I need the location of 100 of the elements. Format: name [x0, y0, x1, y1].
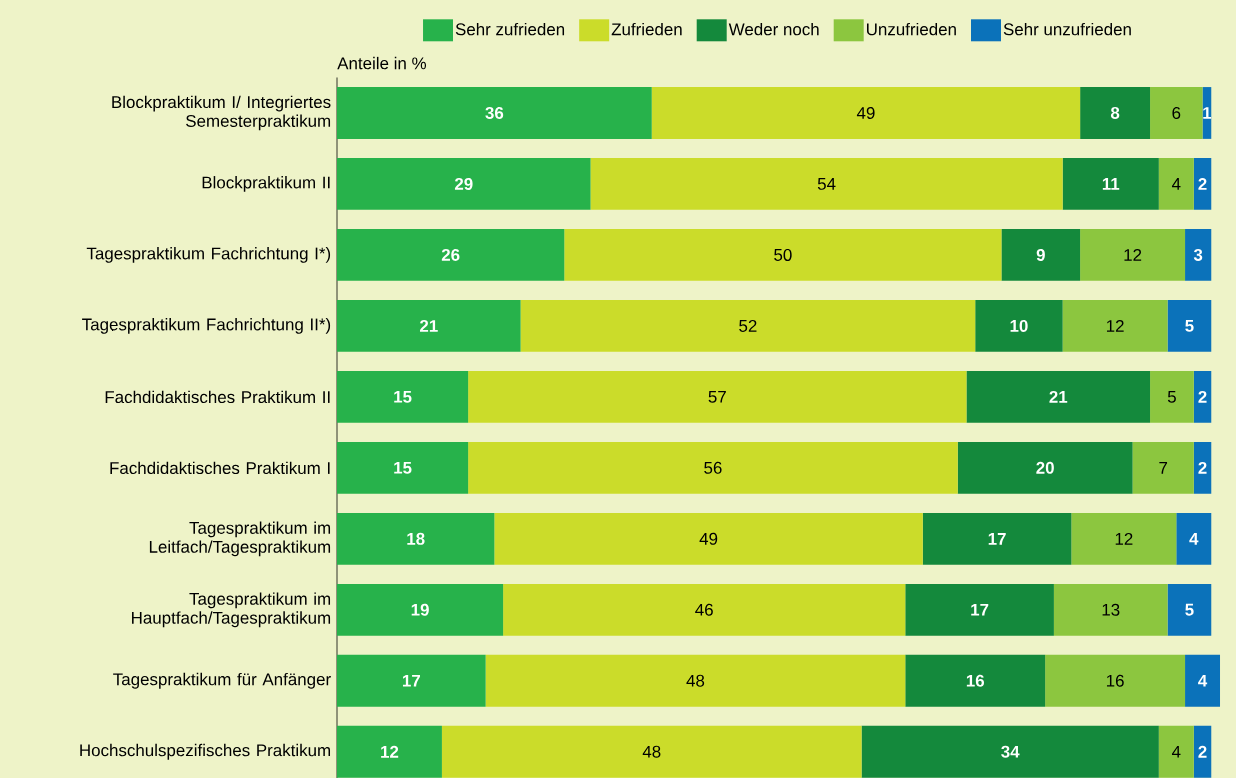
data-label: 16 — [1106, 674, 1124, 687]
legend-label: Weder noch — [728, 22, 819, 36]
legend-label: Unzufrieden — [867, 22, 956, 36]
bar — [651, 87, 1081, 139]
data-label: 16 — [966, 674, 985, 687]
data-label: 56 — [704, 461, 722, 474]
data-label: 21 — [419, 319, 438, 332]
data-label: 50 — [774, 248, 792, 261]
y-tick-label: Tagespraktikum im Hauptfach/Tagespraktikum — [132, 592, 331, 628]
y-tick-label: Blockpraktikum I/ Integriertes Semesterpraktikum — [112, 95, 331, 131]
data-label: 12 — [381, 745, 399, 758]
data-label: 3 — [1193, 248, 1203, 261]
data-label: 12 — [1124, 249, 1142, 261]
data-label: 48 — [686, 674, 705, 687]
bar — [1193, 725, 1212, 778]
bar — [975, 299, 1063, 352]
bar — [485, 654, 906, 707]
bar — [590, 158, 1063, 210]
bar — [520, 299, 976, 352]
data-label: 21 — [1049, 390, 1068, 403]
data-label: 4 — [1198, 674, 1208, 687]
bar — [1158, 158, 1194, 210]
bar — [1193, 158, 1212, 210]
data-label: 5 — [1167, 390, 1176, 403]
data-label: 17 — [988, 532, 1006, 545]
bar — [1176, 512, 1212, 565]
bar — [1045, 654, 1186, 707]
data-label: 11 — [1102, 178, 1120, 190]
bar — [1150, 87, 1203, 139]
bar — [905, 583, 1054, 636]
chart-subtitle: Anteile in % — [337, 56, 427, 70]
data-label: 4 — [1189, 532, 1199, 545]
data-label: 20 — [1036, 461, 1054, 474]
bar — [337, 229, 565, 281]
bar — [1132, 441, 1194, 494]
bar — [1080, 229, 1186, 281]
data-label: 12 — [1115, 532, 1133, 545]
data-label: 36 — [485, 106, 504, 119]
bar — [1001, 229, 1081, 281]
data-label: 26 — [441, 248, 460, 261]
bar — [337, 87, 652, 139]
y-tick-label: Tagespraktikum für Anfänger — [113, 672, 331, 689]
bar — [966, 370, 1151, 423]
data-label: 52 — [739, 319, 757, 332]
data-label: 17 — [971, 603, 989, 616]
data-label: 12 — [1106, 319, 1124, 332]
bar — [1150, 370, 1194, 423]
bar — [1053, 583, 1168, 636]
bar — [337, 158, 591, 210]
bar — [861, 725, 1159, 778]
bar — [1080, 87, 1151, 139]
data-label: 49 — [699, 532, 718, 545]
bar — [957, 441, 1133, 494]
bar — [337, 441, 469, 494]
data-label: 18 — [407, 532, 425, 545]
data-label: 34 — [1001, 745, 1020, 758]
data-label: 8 — [1110, 106, 1120, 119]
data-label: 49 — [856, 106, 875, 119]
bar — [503, 583, 906, 636]
bar — [1167, 583, 1212, 636]
bar — [1185, 229, 1212, 281]
data-label: 15 — [394, 390, 412, 403]
legend-label: Zufrieden — [611, 22, 682, 36]
data-label: 2 — [1198, 745, 1207, 758]
bar — [1193, 370, 1212, 423]
data-label: 6 — [1172, 106, 1181, 119]
bar — [1158, 725, 1194, 778]
bar — [1062, 158, 1159, 210]
bar — [905, 654, 1046, 707]
y-tick-label: Tagespraktikum im Leitfach/Tagespraktikum — [149, 521, 331, 557]
data-label: 1 — [1203, 107, 1212, 119]
bar — [441, 725, 862, 778]
data-label: 2 — [1198, 178, 1207, 190]
data-label: 4 — [1171, 178, 1181, 190]
bar — [564, 229, 1002, 281]
y-tick-label: Tagespraktikum Fachrichtung I*) — [86, 247, 331, 263]
data-label: 15 — [394, 461, 412, 474]
data-label: 29 — [454, 177, 473, 190]
y-tick-label: Fachdidaktisches Praktikum I — [110, 461, 330, 475]
data-label: 13 — [1102, 603, 1120, 616]
data-label: 10 — [1010, 319, 1028, 332]
data-label: 54 — [817, 178, 836, 190]
bar — [1071, 512, 1177, 565]
y-tick-label: Blockpraktikum II — [202, 176, 330, 192]
bar — [494, 512, 923, 565]
data-label: 2 — [1198, 461, 1207, 474]
data-label: 2 — [1198, 390, 1207, 403]
bar — [337, 583, 504, 636]
data-label: 4 — [1171, 745, 1181, 758]
data-label: 5 — [1185, 319, 1194, 332]
data-label: 48 — [642, 745, 661, 758]
bar — [337, 654, 486, 707]
data-label: 5 — [1185, 603, 1194, 616]
y-tick-label: Fachdidaktisches Praktikum II — [105, 390, 330, 404]
legend-label: Sehr zufrieden — [455, 22, 565, 36]
bar — [468, 441, 958, 494]
data-label: 17 — [402, 674, 420, 687]
bar — [922, 512, 1072, 565]
bar — [468, 370, 967, 423]
bar — [1185, 654, 1221, 707]
